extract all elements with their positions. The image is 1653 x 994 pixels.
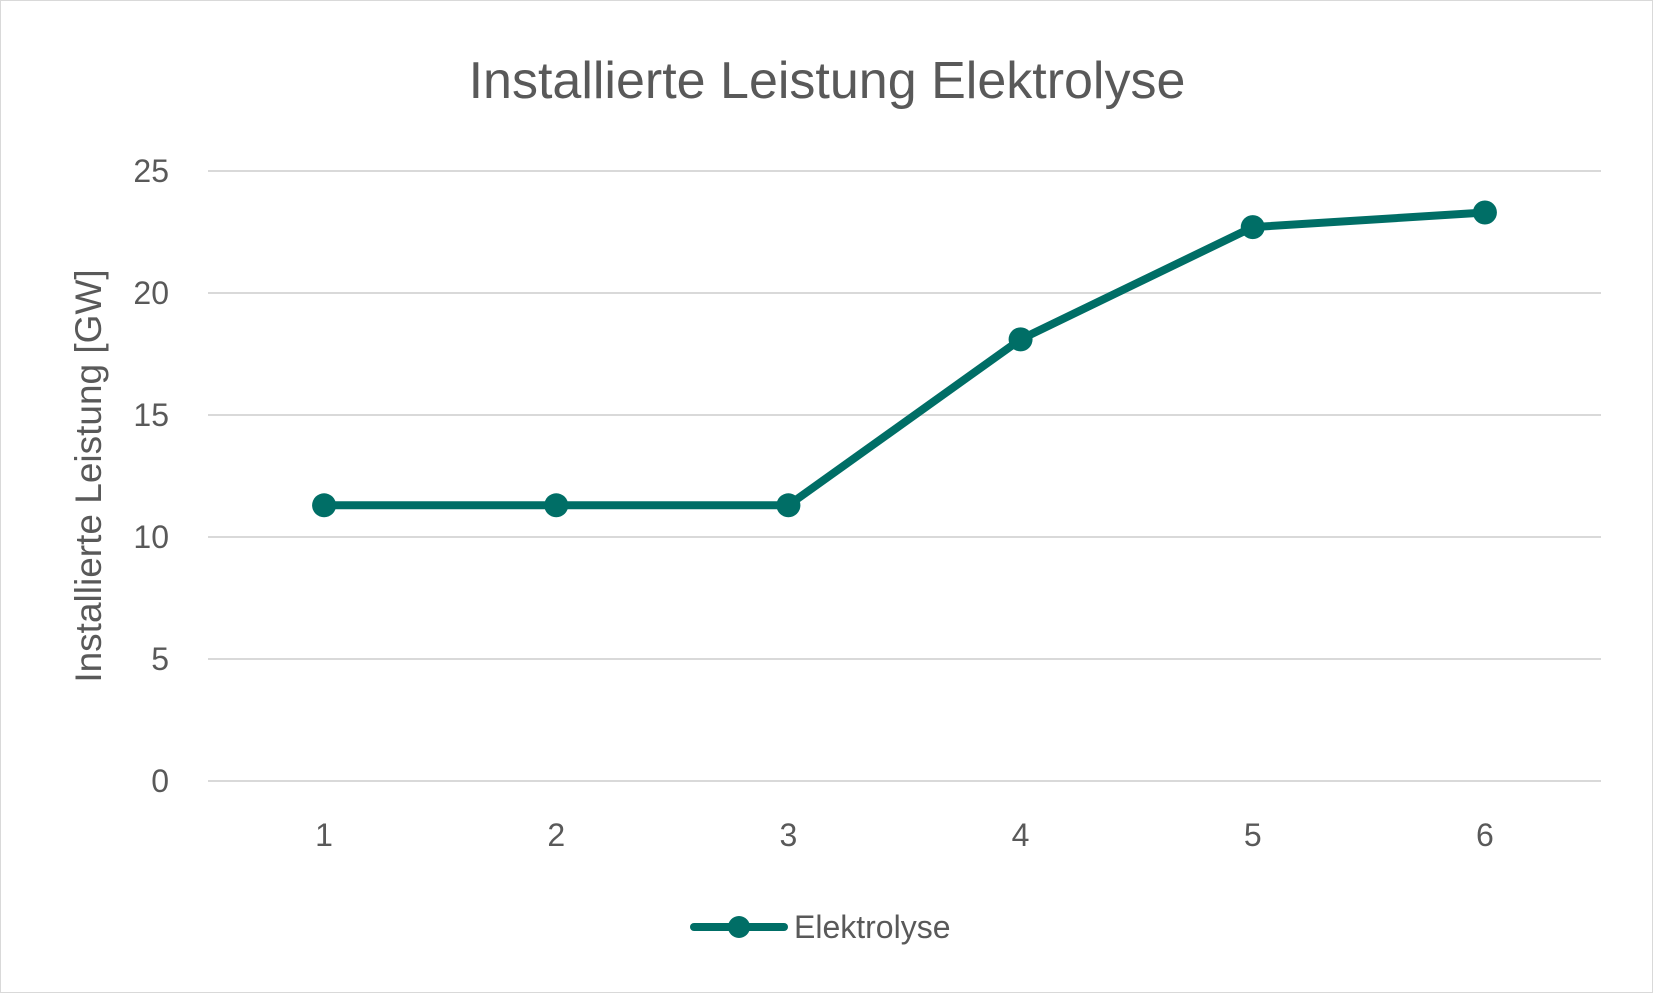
data-point-4	[1008, 327, 1033, 352]
data-point-5	[1240, 215, 1265, 240]
y-tick-label: 20	[133, 275, 169, 311]
y-tick-label: 0	[151, 763, 169, 799]
data-point-3	[776, 493, 801, 518]
data-point-6	[1472, 200, 1497, 225]
y-axis-ticks: 0 5 10 15 20 25	[133, 153, 169, 799]
series-line	[320, 208, 1489, 510]
data-point-2	[544, 493, 569, 518]
x-tick-label: 4	[1012, 817, 1030, 853]
x-axis-ticks: 1 2 3 4 5 6	[315, 817, 1494, 853]
legend-label: Elektrolyse	[794, 909, 951, 945]
x-tick-label: 5	[1244, 817, 1262, 853]
chart-title: Installierte Leistung Elektrolyse	[469, 52, 1186, 110]
series-elektrolyse	[312, 200, 1497, 518]
y-tick-label: 10	[133, 519, 169, 555]
legend-marker	[728, 916, 750, 938]
y-tick-label: 5	[151, 641, 169, 677]
data-point-1	[312, 493, 337, 518]
x-tick-label: 6	[1476, 817, 1494, 853]
y-tick-label: 15	[133, 397, 169, 433]
y-tick-label: 25	[133, 153, 169, 189]
x-tick-label: 1	[315, 817, 333, 853]
legend: Elektrolyse	[690, 909, 951, 945]
y-axis-label: Installierte Leistung [GW]	[68, 269, 109, 682]
x-tick-label: 3	[780, 817, 798, 853]
x-tick-label: 2	[547, 817, 565, 853]
gridlines	[208, 170, 1601, 782]
